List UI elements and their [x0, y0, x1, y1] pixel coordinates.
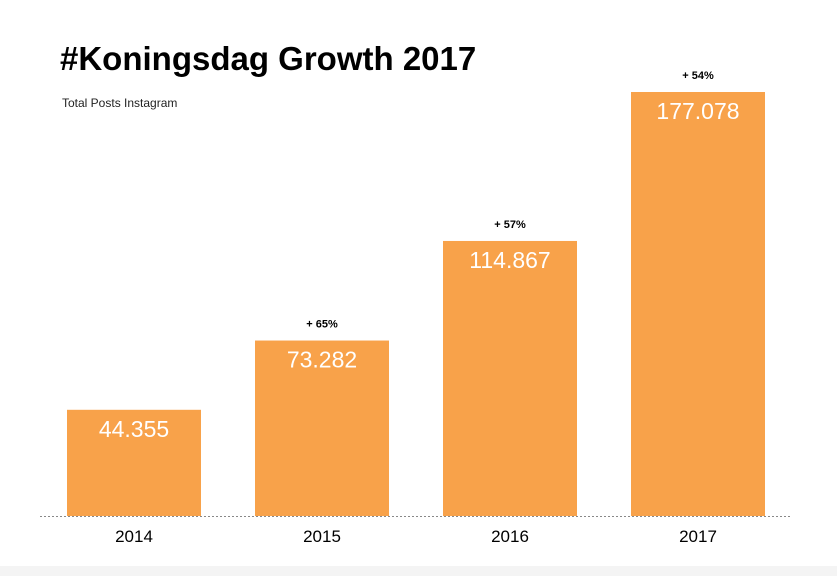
value-label-2017: 177.078 — [656, 98, 739, 124]
value-label-2015: 73.282 — [287, 347, 357, 373]
growth-label-2015: + 65% — [306, 319, 338, 331]
bar-2015 — [255, 340, 389, 516]
bar-2014 — [67, 409, 201, 516]
x-tick-label-2015: 2015 — [303, 527, 341, 546]
value-label-2014: 44.355 — [99, 416, 169, 442]
bar-2017 — [631, 92, 765, 516]
bar-2016 — [443, 240, 577, 516]
chart-subtitle: Total Posts Instagram — [62, 96, 178, 110]
growth-label-2016: + 57% — [494, 219, 526, 231]
bottom-band — [0, 566, 837, 576]
value-label-2016: 114.867 — [469, 247, 550, 273]
x-tick-label-2014: 2014 — [115, 527, 153, 546]
x-tick-label-2016: 2016 — [491, 527, 529, 546]
growth-label-2017: + 54% — [682, 70, 714, 82]
x-tick-label-2017: 2017 — [679, 527, 717, 546]
chart-title: #Koningsdag Growth 2017 — [60, 40, 477, 77]
